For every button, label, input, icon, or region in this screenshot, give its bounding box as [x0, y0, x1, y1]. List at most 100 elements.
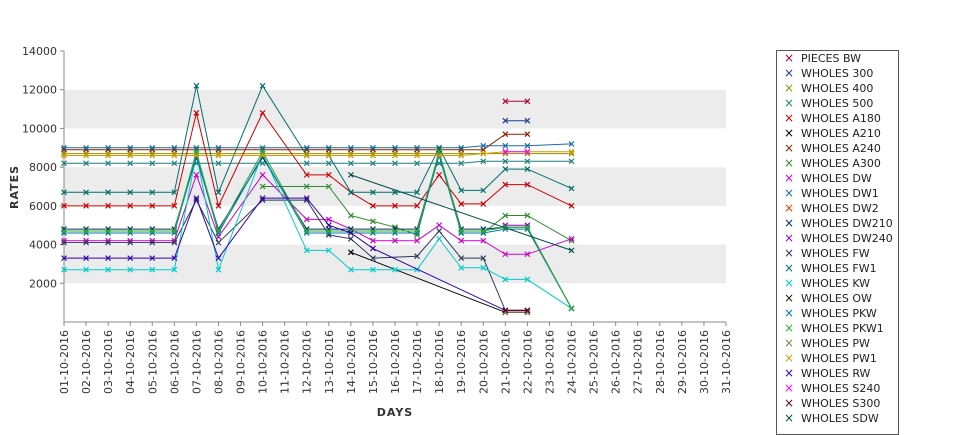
legend-x-marker-icon: ×: [783, 411, 795, 425]
data-point-marker: [127, 239, 134, 246]
data-point-marker: [502, 158, 509, 165]
data-point-marker: [325, 171, 332, 178]
data-point-marker: [193, 110, 200, 116]
legend-x-marker-icon: ×: [783, 321, 795, 335]
data-point-marker: [524, 98, 531, 105]
legend-x-marker-icon: ×: [783, 366, 795, 380]
data-point-marker: [480, 158, 487, 165]
data-point-marker: [392, 144, 398, 151]
data-point-marker: [105, 152, 112, 159]
data-point-marker: [347, 266, 354, 273]
x-tick-label: 21-10-2016: [499, 330, 512, 394]
data-point-marker: [502, 251, 509, 258]
x-tick-label: 06-10-2016: [168, 330, 181, 394]
x-tick-label: 28-10-2016: [654, 330, 667, 394]
data-point-marker: [524, 224, 531, 231]
data-point-marker: [215, 228, 222, 234]
legend-x-marker-icon: ×: [783, 126, 795, 140]
legend-item: × WHOLES A300: [777, 156, 898, 171]
data-point-marker: [61, 255, 67, 262]
data-point-marker: [83, 255, 89, 262]
data-point-marker: [259, 152, 266, 159]
data-point-marker: [502, 131, 509, 138]
data-point-marker: [303, 171, 310, 178]
series-wholes-s240: [502, 148, 531, 155]
y-tick-label: 6000: [29, 200, 57, 213]
data-point-marker: [325, 216, 332, 223]
data-point-marker: [370, 160, 376, 167]
legend-x-marker-icon: ×: [783, 81, 795, 95]
series-wholes-pw: [502, 309, 531, 316]
legend-label: WHOLES PKW1: [801, 322, 884, 335]
legend-x-marker-icon: ×: [783, 111, 795, 125]
data-point-marker: [370, 255, 376, 262]
data-point-marker: [215, 144, 222, 151]
data-point-marker: [215, 239, 222, 246]
grid-band: [64, 51, 726, 90]
legend-label: WHOLES FW: [801, 247, 870, 260]
legend-item: × WHOLES FW1: [777, 261, 898, 276]
legend-item: × WHOLES PKW1: [777, 321, 898, 336]
data-point-marker: [458, 237, 465, 244]
data-point-marker: [524, 148, 531, 155]
legend-label: WHOLES A210: [801, 127, 881, 140]
data-point-marker: [127, 228, 134, 234]
legend-item: × WHOLES OW: [777, 291, 898, 306]
legend-item: × WHOLES KW: [777, 276, 898, 291]
data-point-marker: [458, 264, 465, 271]
data-point-marker: [458, 160, 465, 167]
data-point-marker: [480, 187, 487, 194]
legend-x-marker-icon: ×: [783, 96, 795, 110]
data-point-marker: [414, 202, 420, 209]
data-point-marker: [480, 150, 487, 157]
legend-x-marker-icon: ×: [783, 381, 795, 395]
data-point-marker: [83, 160, 89, 167]
data-point-marker: [502, 212, 509, 219]
legend-item: × WHOLES A180: [777, 111, 898, 126]
legend-item: × WHOLES RW: [777, 366, 898, 381]
data-point-marker: [83, 239, 89, 246]
data-point-marker: [480, 228, 487, 234]
data-point-marker: [414, 152, 420, 159]
legend-label: WHOLES SDW: [801, 412, 879, 425]
data-point-marker: [149, 189, 156, 196]
legend-label: WHOLES DW210: [801, 217, 893, 230]
legend-item: × WHOLES SDW: [777, 411, 898, 426]
data-point-marker: [61, 152, 67, 159]
data-point-marker: [303, 160, 310, 167]
x-axis: 01-10-2016 02-10-2016 03-10-2016 04-10-2016…: [58, 321, 733, 394]
data-point-marker: [215, 266, 222, 273]
data-point-marker: [303, 152, 310, 159]
legend-label: WHOLES DW2: [801, 202, 879, 215]
data-point-marker: [347, 230, 354, 236]
legend-x-marker-icon: ×: [783, 186, 795, 200]
data-point-marker: [127, 189, 134, 196]
data-point-marker: [193, 82, 200, 89]
data-point-marker: [61, 160, 67, 167]
data-point-marker: [568, 235, 575, 242]
data-point-marker: [370, 202, 376, 209]
legend-label: WHOLES RW: [801, 367, 871, 380]
data-point-marker: [370, 245, 376, 252]
data-point-marker: [524, 117, 531, 124]
data-point-marker: [303, 195, 310, 202]
x-axis-title: DAYS: [377, 406, 413, 419]
data-point-marker: [480, 237, 487, 244]
legend-label: WHOLES DW1: [801, 187, 879, 200]
legend-item: × WHOLES DW240: [777, 231, 898, 246]
data-point-marker: [414, 228, 420, 234]
x-tick-label: 13-10-2016: [323, 330, 336, 394]
data-point-marker: [61, 228, 67, 234]
data-point-marker: [458, 255, 465, 262]
data-point-marker: [171, 152, 178, 159]
data-point-marker: [127, 255, 134, 262]
y-axis: 2000 4000 6000 8000 10000 12000 14000: [22, 45, 65, 322]
data-point-marker: [83, 189, 89, 196]
data-point-marker: [259, 160, 266, 167]
legend-item: × WHOLES FW: [777, 246, 898, 261]
data-point-marker: [502, 142, 509, 149]
x-tick-label: 11-10-2016: [279, 330, 292, 394]
data-point-marker: [127, 266, 134, 273]
legend-item: × PIECES BW: [777, 51, 898, 66]
grid-band: [64, 89, 726, 129]
